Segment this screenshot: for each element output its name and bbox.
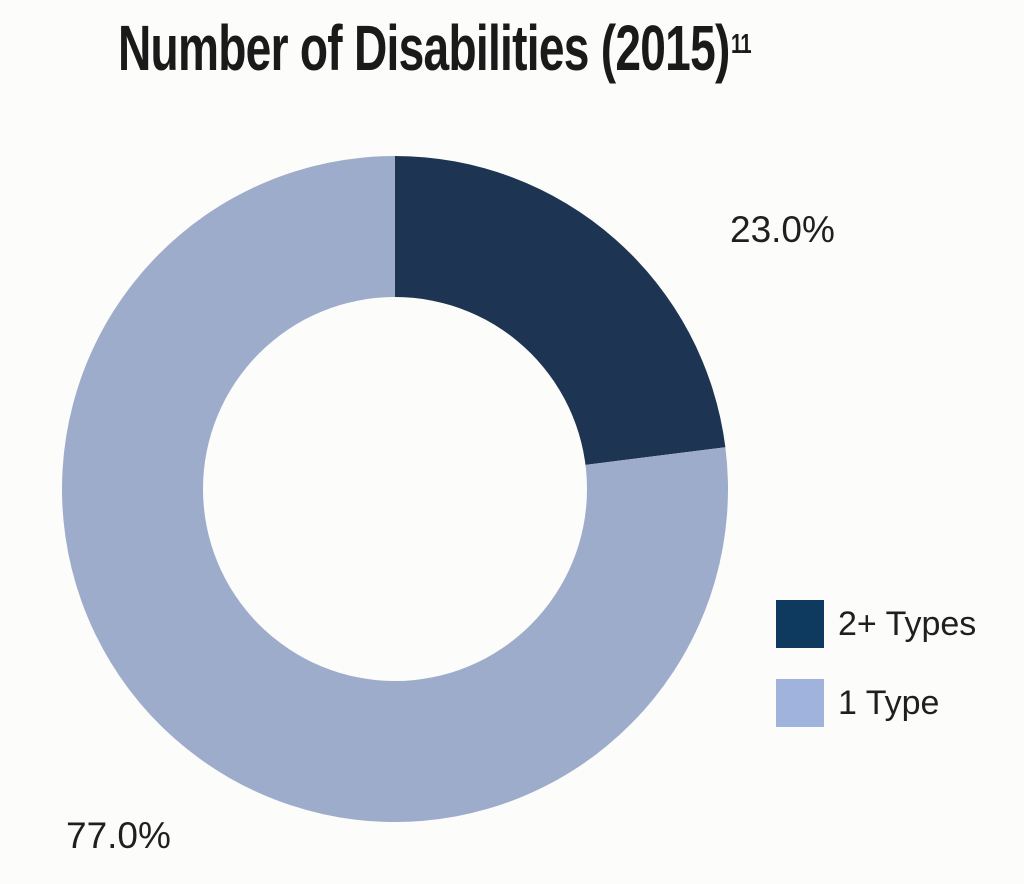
legend-item-2plus-types: 2+ Types (776, 600, 976, 648)
legend-swatch-1-type (776, 679, 824, 727)
legend-label-1-type: 1 Type (838, 683, 940, 722)
chart-title: Number of Disabilities (2015)11 (118, 8, 752, 88)
donut-hole (203, 297, 587, 681)
title-footnote: 11 (731, 28, 752, 59)
chart-title-text: Number of Disabilities (2015) (118, 12, 730, 84)
legend-label-2plus-types: 2+ Types (838, 604, 977, 643)
slice-label-1-type: 77.0% (66, 815, 171, 856)
legend: 2+ Types 1 Type (776, 600, 976, 758)
legend-item-1-type: 1 Type (776, 679, 976, 727)
slice-label-2plus-types: 23.0% (730, 209, 835, 250)
legend-swatch-2plus-types (776, 600, 824, 648)
